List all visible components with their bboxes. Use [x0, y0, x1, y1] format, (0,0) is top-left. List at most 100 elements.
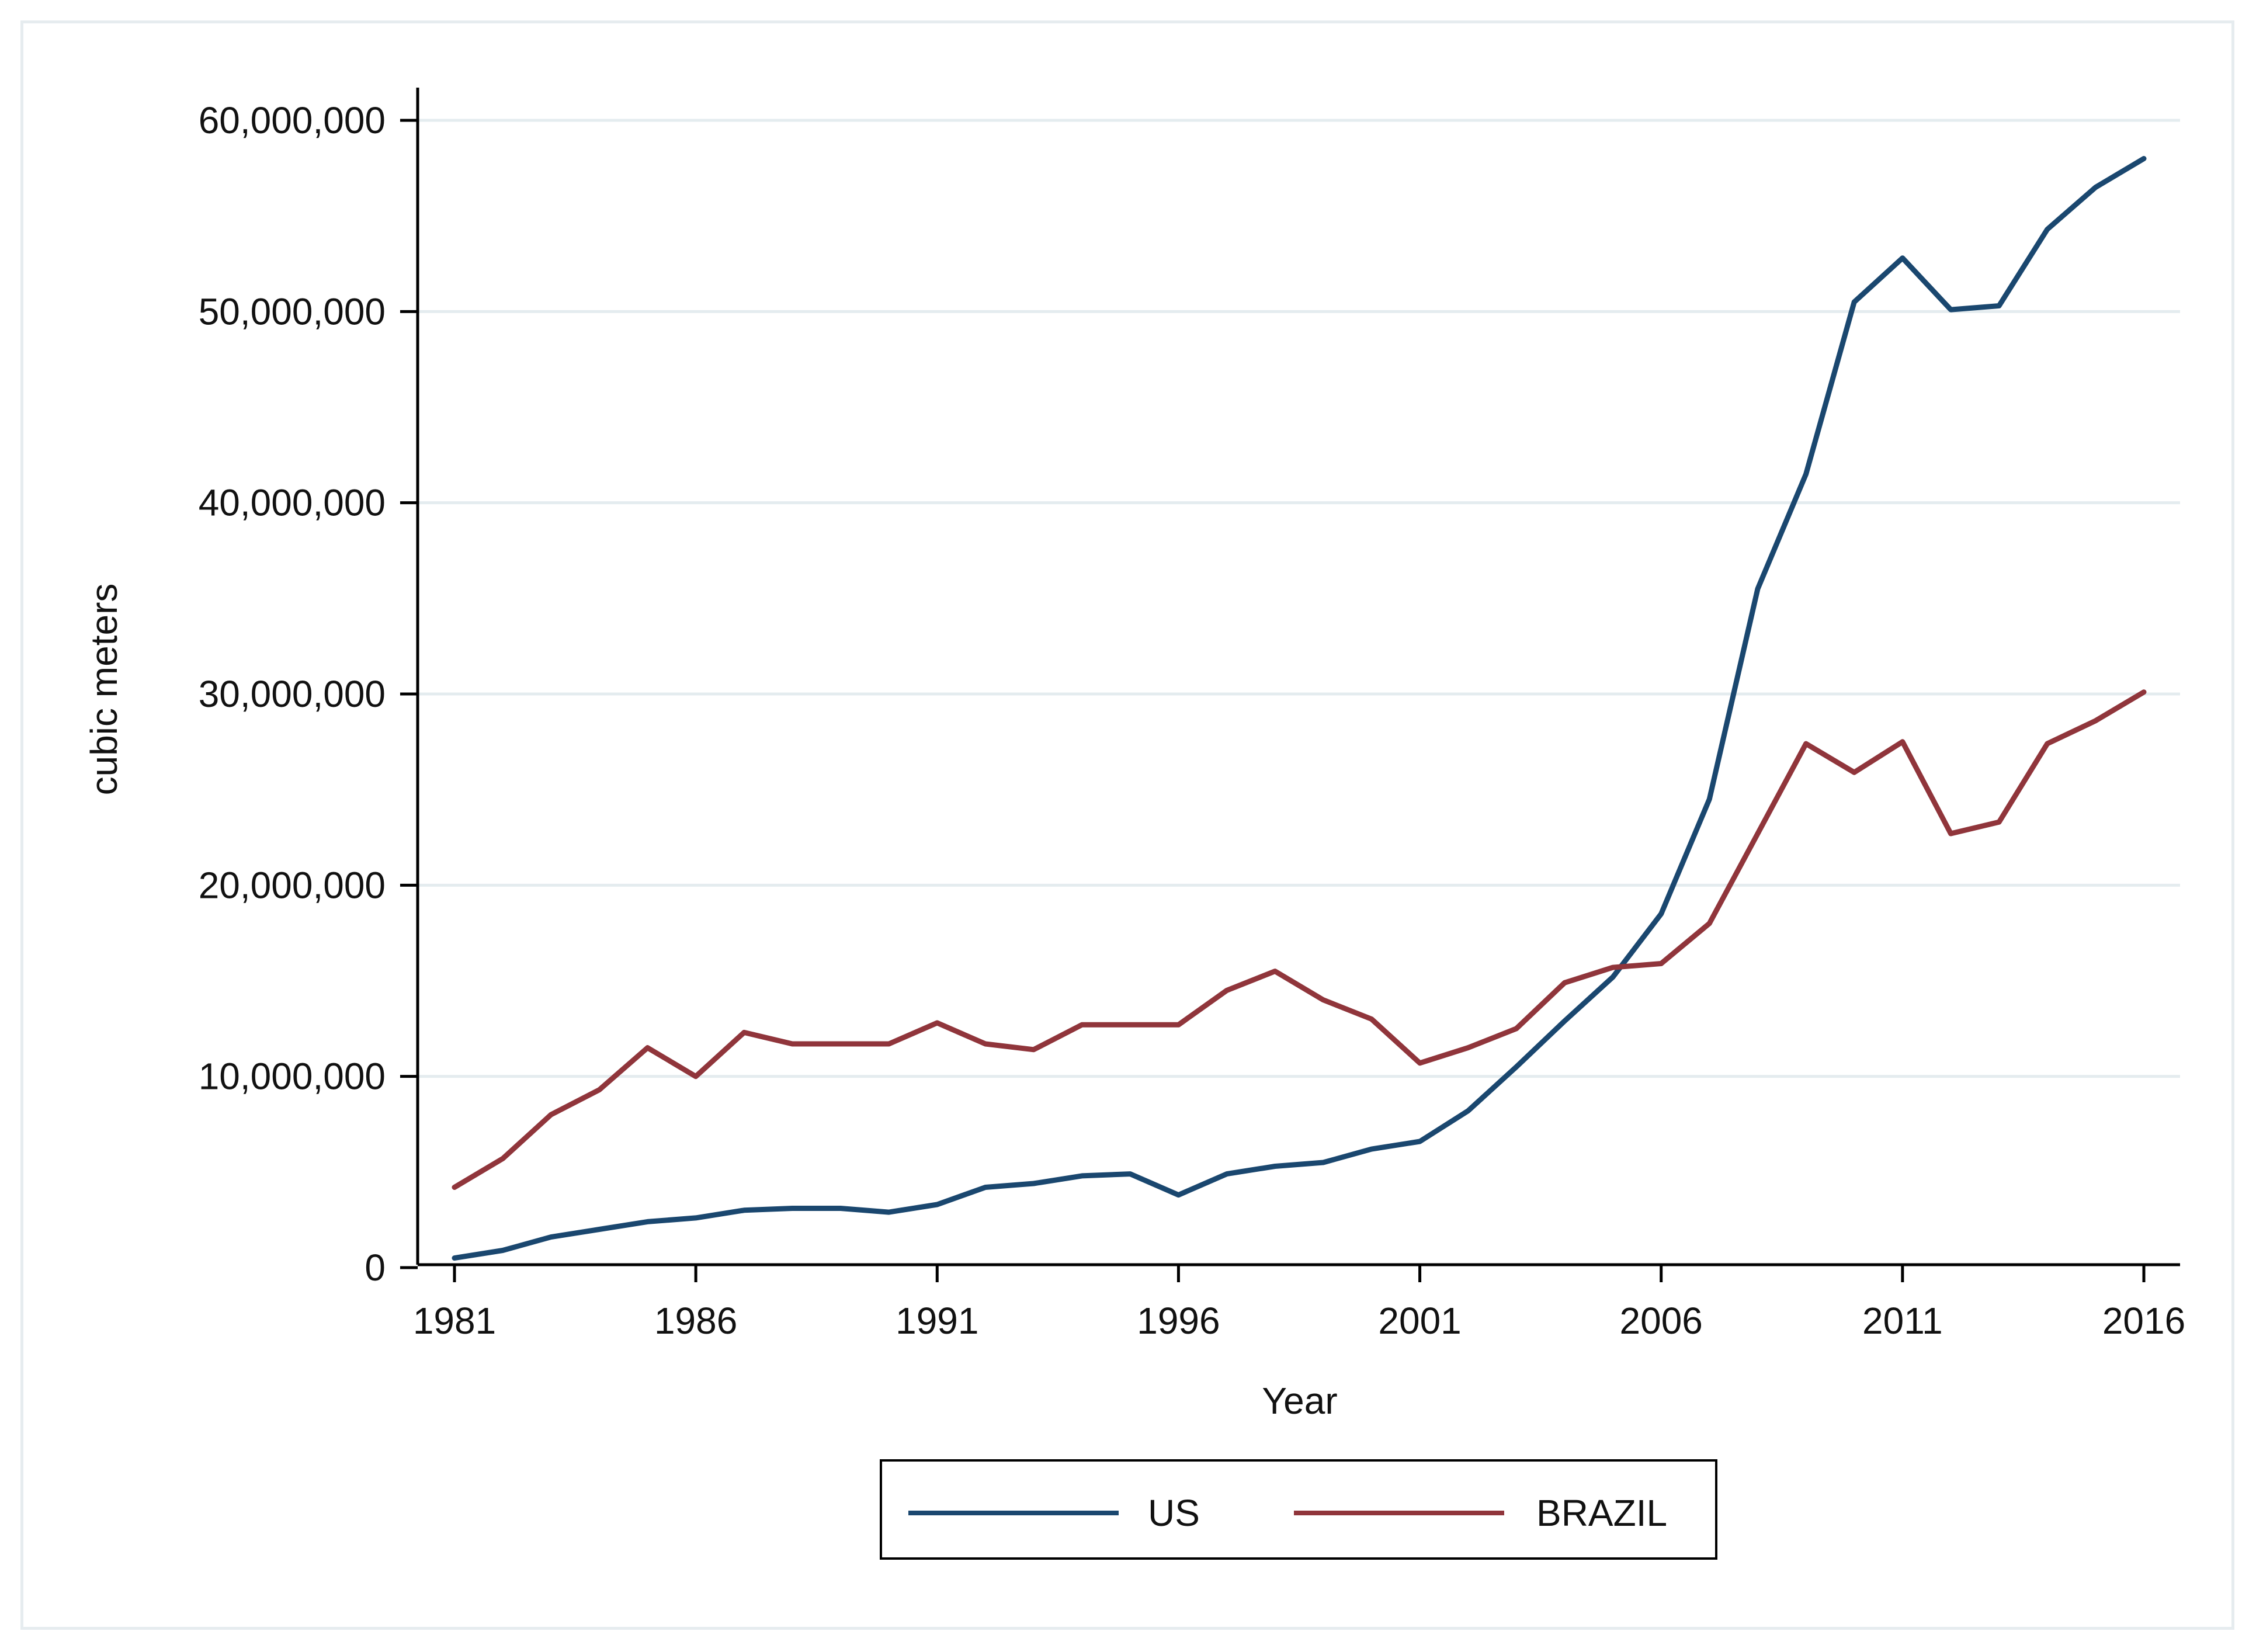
data-point-brazil-1995: [1128, 1023, 1132, 1027]
y-axis-ticks: 0 10,000,000 20,000,000 30,000,000 40,000,00…: [199, 99, 418, 1289]
x-tick-label-3: 1996: [1137, 1300, 1220, 1342]
data-point-us-1998: [1273, 1164, 1277, 1168]
y-tick-label-3: 30,000,000: [199, 673, 386, 715]
data-point-brazil-1984: [597, 1088, 601, 1092]
data-point-us-2013: [1997, 304, 2001, 308]
data-point-us-2002: [1466, 1109, 1470, 1113]
data-point-brazil-1996: [1176, 1023, 1181, 1027]
data-point-us-1988: [790, 1206, 794, 1210]
data-point-us-1989: [839, 1206, 843, 1210]
series-lines: [452, 156, 2147, 1261]
data-point-brazil-2004: [1563, 981, 1567, 985]
data-point-us-2008: [1755, 586, 1759, 591]
data-point-us-2007: [1707, 797, 1712, 801]
legend: US BRAZIL: [880, 1459, 1717, 1560]
data-point-us-2016: [2142, 157, 2146, 161]
data-point-us-2014: [2045, 227, 2049, 231]
data-point-brazil-1997: [1225, 988, 1229, 992]
data-point-us-2001: [1418, 1139, 1422, 1143]
legend-label-us: US: [1148, 1492, 1200, 1534]
data-point-us-1985: [645, 1220, 650, 1224]
data-point-brazil-1992: [983, 1042, 987, 1046]
data-point-us-1994: [1080, 1174, 1084, 1178]
x-tick-label-7: 2016: [2102, 1300, 2185, 1342]
y-tick-label-0: 0: [365, 1247, 386, 1289]
y-tick-label-2: 20,000,000: [199, 864, 386, 906]
data-point-us-2005: [1611, 975, 1615, 979]
data-point-brazil-2015: [2094, 719, 2098, 723]
data-point-brazil-2011: [1900, 740, 1904, 744]
data-point-us-1992: [983, 1185, 987, 1189]
y-axis-title: cubic meters: [83, 584, 125, 796]
data-point-us-2011: [1900, 256, 1904, 260]
x-tick-label-0: 1981: [413, 1300, 496, 1342]
data-point-us-1991: [935, 1202, 939, 1206]
data-point-us-2015: [2094, 185, 2098, 189]
data-point-brazil-1998: [1273, 969, 1277, 973]
x-tick-label-4: 2001: [1378, 1300, 1461, 1342]
legend-box: [880, 1459, 1717, 1560]
data-point-brazil-1982: [501, 1157, 505, 1161]
data-point-us-1990: [887, 1210, 891, 1214]
data-point-brazil-2008: [1755, 831, 1759, 835]
data-point-us-1999: [1321, 1160, 1325, 1164]
data-point-brazil-2016: [2142, 690, 2146, 694]
data-point-brazil-2013: [1997, 820, 2001, 824]
data-point-brazil-2005: [1611, 966, 1615, 970]
data-point-brazil-2002: [1466, 1046, 1470, 1050]
data-point-brazil-1991: [935, 1021, 939, 1025]
data-point-us-2004: [1563, 1019, 1567, 1023]
x-tick-label-6: 2011: [1862, 1300, 1943, 1342]
data-point-us-2003: [1514, 1065, 1518, 1069]
data-point-us-1986: [694, 1216, 698, 1220]
data-point-us-1983: [549, 1235, 553, 1239]
data-point-brazil-1989: [839, 1042, 843, 1046]
x-axis-ticks: 1981 1986 1991 1996 2001 2006 2011 2016: [413, 1265, 2185, 1342]
data-point-brazil-1994: [1080, 1023, 1084, 1027]
data-point-brazil-1981: [453, 1185, 456, 1189]
data-point-us-2012: [1949, 308, 1953, 312]
data-point-us-2010: [1852, 300, 1856, 304]
x-axis-title: Year: [1262, 1380, 1337, 1422]
data-point-us-1993: [1032, 1181, 1036, 1185]
y-tick-label-5: 50,000,000: [199, 290, 386, 332]
data-point-brazil-1987: [742, 1030, 746, 1035]
data-point-us-1995: [1128, 1172, 1132, 1176]
data-point-us-1982: [501, 1248, 505, 1252]
data-point-us-1996: [1176, 1193, 1181, 1197]
y-tick-label-1: 10,000,000: [199, 1056, 386, 1098]
series-points-brazil: [453, 690, 2146, 1189]
data-point-brazil-2009: [1804, 742, 1808, 746]
data-point-brazil-1999: [1321, 998, 1325, 1002]
data-point-brazil-1985: [645, 1046, 650, 1050]
data-point-brazil-1988: [790, 1042, 794, 1046]
data-point-us-1987: [742, 1208, 746, 1212]
data-point-us-2006: [1659, 912, 1663, 916]
x-tick-label-1: 1986: [654, 1300, 737, 1342]
series-line-brazil: [452, 689, 2147, 1190]
y-tick-label-4: 40,000,000: [199, 482, 386, 524]
grid-lines: [419, 119, 2180, 1078]
data-point-brazil-1986: [694, 1074, 698, 1078]
data-point-brazil-2006: [1659, 962, 1663, 966]
data-point-brazil-1990: [887, 1042, 891, 1046]
data-point-brazil-2010: [1852, 771, 1856, 775]
data-point-brazil-2003: [1514, 1026, 1518, 1030]
legend-label-brazil: BRAZIL: [1536, 1492, 1667, 1534]
series-line-us: [452, 156, 2147, 1261]
x-tick-label-5: 2006: [1620, 1300, 1703, 1342]
data-point-brazil-2000: [1369, 1017, 1373, 1021]
data-point-brazil-2014: [2045, 742, 2049, 746]
x-tick-label-2: 1991: [896, 1300, 978, 1342]
data-point-brazil-2012: [1949, 831, 1953, 835]
data-point-us-2000: [1369, 1147, 1373, 1151]
data-point-us-1997: [1225, 1172, 1229, 1176]
axes: [416, 88, 2180, 1266]
data-point-brazil-2007: [1707, 921, 1712, 925]
data-point-us-1981: [453, 1256, 456, 1260]
y-tick-label-6: 60,000,000: [199, 99, 386, 141]
series-points-us: [453, 157, 2146, 1260]
data-point-us-1984: [597, 1227, 601, 1231]
data-point-us-2009: [1804, 472, 1808, 476]
data-point-brazil-1983: [549, 1113, 553, 1117]
